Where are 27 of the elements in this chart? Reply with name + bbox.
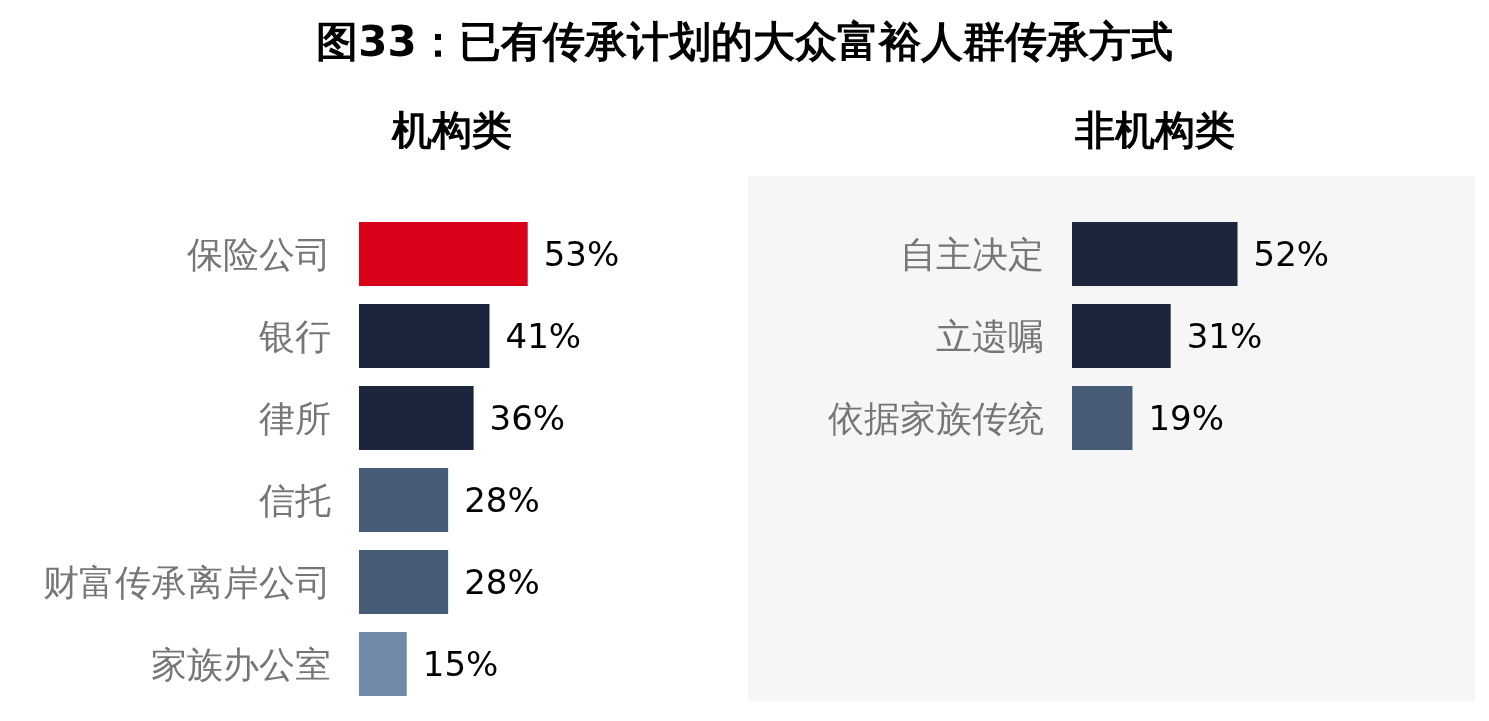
y-tick-label: 财富传承离岸公司 xyxy=(43,561,331,603)
bar xyxy=(359,386,474,450)
text: 图33：已有传承计划的大众富裕人群传承方式 xyxy=(315,16,1174,68)
data-label: 15% xyxy=(422,644,499,684)
chart-subtitle: 机构类 xyxy=(391,107,512,153)
data-label: 19% xyxy=(1148,398,1225,438)
y-tick-label: 律所 xyxy=(259,397,331,439)
bar xyxy=(359,304,490,368)
data-label: 36% xyxy=(489,398,566,438)
data-label: 28% xyxy=(464,480,540,520)
bar xyxy=(359,550,449,614)
chart-title: 非机构类 xyxy=(1074,107,1235,153)
y-tick-label: 依据家族传统 xyxy=(828,397,1044,439)
y-tick-label: 保险公司 xyxy=(187,233,331,275)
data-label: 53% xyxy=(543,234,620,274)
y-tick-label: 自主决定 xyxy=(900,233,1044,275)
data-label: 41% xyxy=(505,316,582,356)
data-label: 31% xyxy=(1186,316,1263,356)
y-tick-label: 立遗嘱 xyxy=(936,315,1044,357)
y-tick-label: 家族办公室 xyxy=(151,643,331,685)
bar xyxy=(359,632,407,696)
bar xyxy=(359,468,449,532)
data-label: 52% xyxy=(1253,234,1330,274)
data-label: 28% xyxy=(464,562,540,602)
y-tick-label: 银行 xyxy=(258,315,331,357)
y-tick-label: 信托 xyxy=(259,479,331,521)
bar xyxy=(359,222,528,286)
